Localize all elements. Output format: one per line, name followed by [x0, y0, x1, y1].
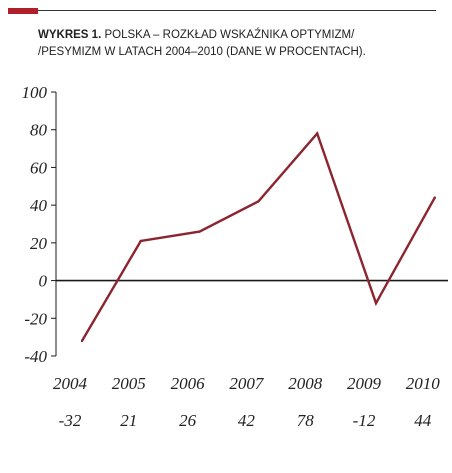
data-value-label: 44 [414, 411, 432, 430]
x-tick-label: 2005 [112, 374, 146, 393]
y-tick-label: 100 [22, 83, 48, 102]
title-line-2: /PESYMIZM W LATACH 2004–2010 (DANE W PRO… [38, 46, 366, 58]
series-line [80, 131, 436, 342]
y-tick-label: -40 [24, 347, 47, 366]
data-value-label: 21 [120, 411, 137, 430]
x-tick-label: 2008 [288, 374, 323, 393]
y-tick-label: 40 [30, 196, 48, 215]
y-tick-label: 0 [39, 272, 48, 291]
data-value-label: 78 [297, 411, 315, 430]
x-tick-label: 2004 [53, 374, 88, 393]
data-value-label: 26 [179, 411, 197, 430]
data-point [80, 339, 84, 343]
y-tick-label: 20 [30, 234, 48, 253]
top-rule [38, 10, 436, 11]
data-value-label: -32 [59, 411, 82, 430]
data-point [433, 196, 436, 199]
y-tick-label: 80 [30, 121, 48, 140]
data-point [198, 230, 201, 233]
data-point [374, 302, 378, 305]
data-value-label: 42 [238, 411, 256, 430]
data-point [257, 200, 260, 203]
x-tick-label: 2010 [406, 374, 441, 393]
x-tick-label: 2009 [347, 374, 382, 393]
title-line-1: POLSKA – ROZKŁAD WSKAŹNIKA OPTYMIZM/ [101, 29, 355, 41]
data-point [316, 132, 319, 135]
chart-title: WYKRES 1. POLSKA – ROZKŁAD WSKAŹNIKA OPT… [38, 27, 438, 61]
title-prefix: WYKRES 1. [38, 29, 102, 41]
x-tick-label: 2007 [229, 374, 265, 393]
x-tick-label: 2006 [171, 374, 206, 393]
data-value-label: -12 [353, 411, 376, 430]
y-tick-label: -20 [24, 309, 47, 328]
y-tick-label: 60 [30, 158, 48, 177]
data-point [139, 239, 142, 243]
accent-bar [8, 8, 38, 14]
